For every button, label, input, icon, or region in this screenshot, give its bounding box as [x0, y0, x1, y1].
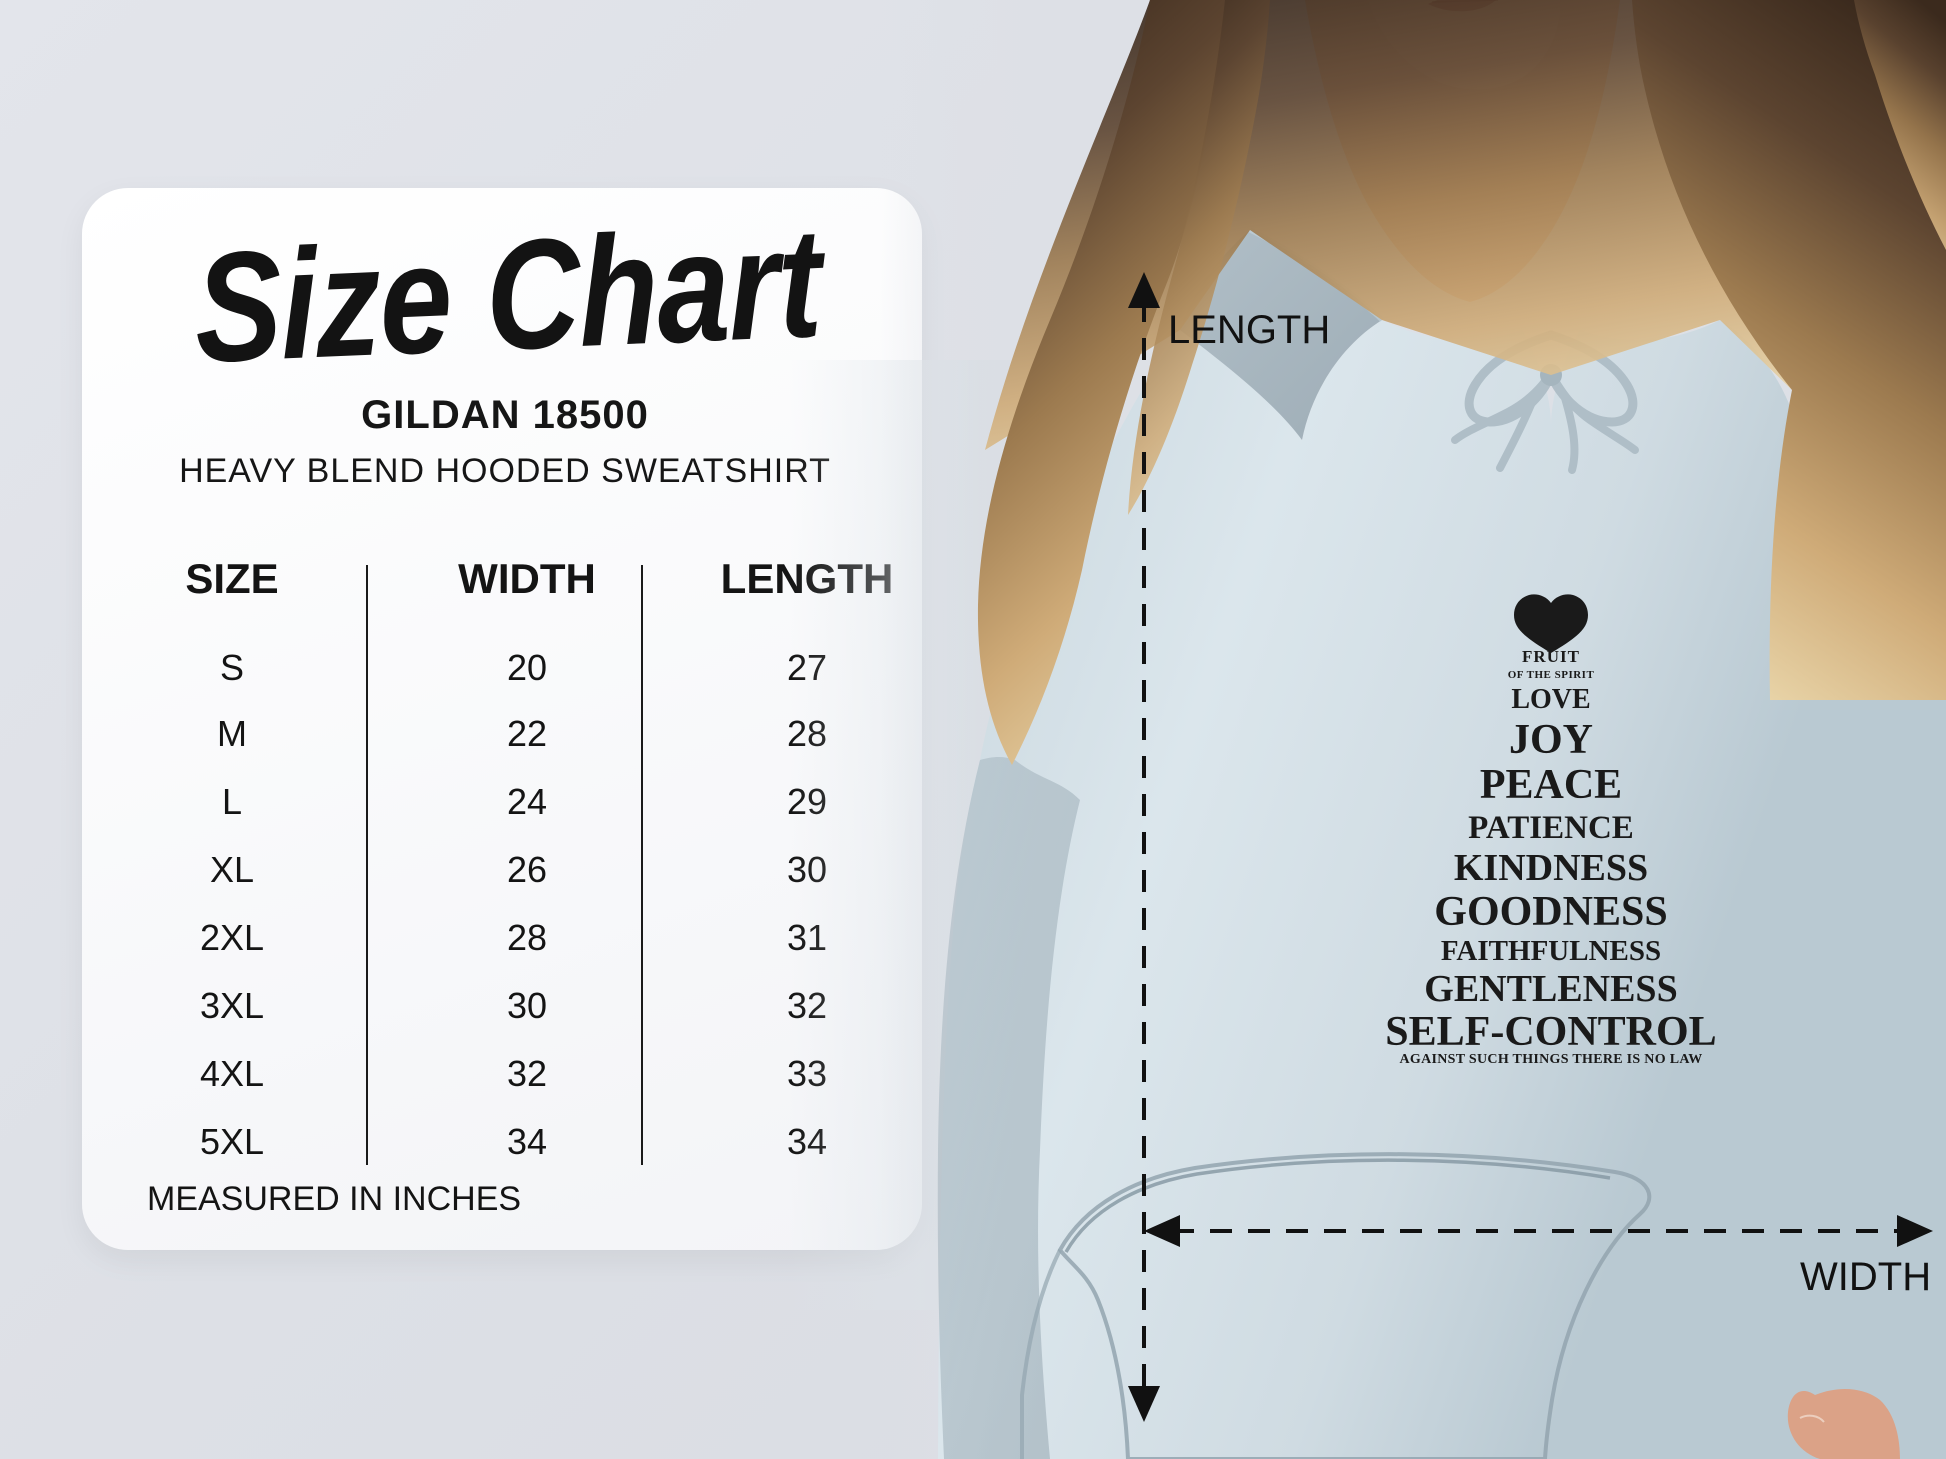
svg-text:AGAINST SUCH THINGS THERE IS N: AGAINST SUCH THINGS THERE IS NO LAW	[1399, 1052, 1702, 1067]
svg-text:GENTLENESS: GENTLENESS	[1424, 968, 1677, 1010]
svg-text:PATIENCE: PATIENCE	[1468, 810, 1634, 846]
svg-text:PEACE: PEACE	[1480, 762, 1622, 808]
svg-text:KINDNESS: KINDNESS	[1454, 847, 1648, 889]
svg-text:JOY: JOY	[1509, 717, 1593, 763]
svg-text:SELF-CONTROL: SELF-CONTROL	[1385, 1009, 1716, 1055]
svg-text:OF THE SPIRIT: OF THE SPIRIT	[1508, 669, 1595, 681]
svg-text:FRUIT: FRUIT	[1522, 647, 1580, 666]
svg-text:FAITHFULNESS: FAITHFULNESS	[1441, 935, 1661, 967]
svg-text:LOVE: LOVE	[1511, 684, 1590, 715]
svg-text:GOODNESS: GOODNESS	[1434, 889, 1667, 935]
